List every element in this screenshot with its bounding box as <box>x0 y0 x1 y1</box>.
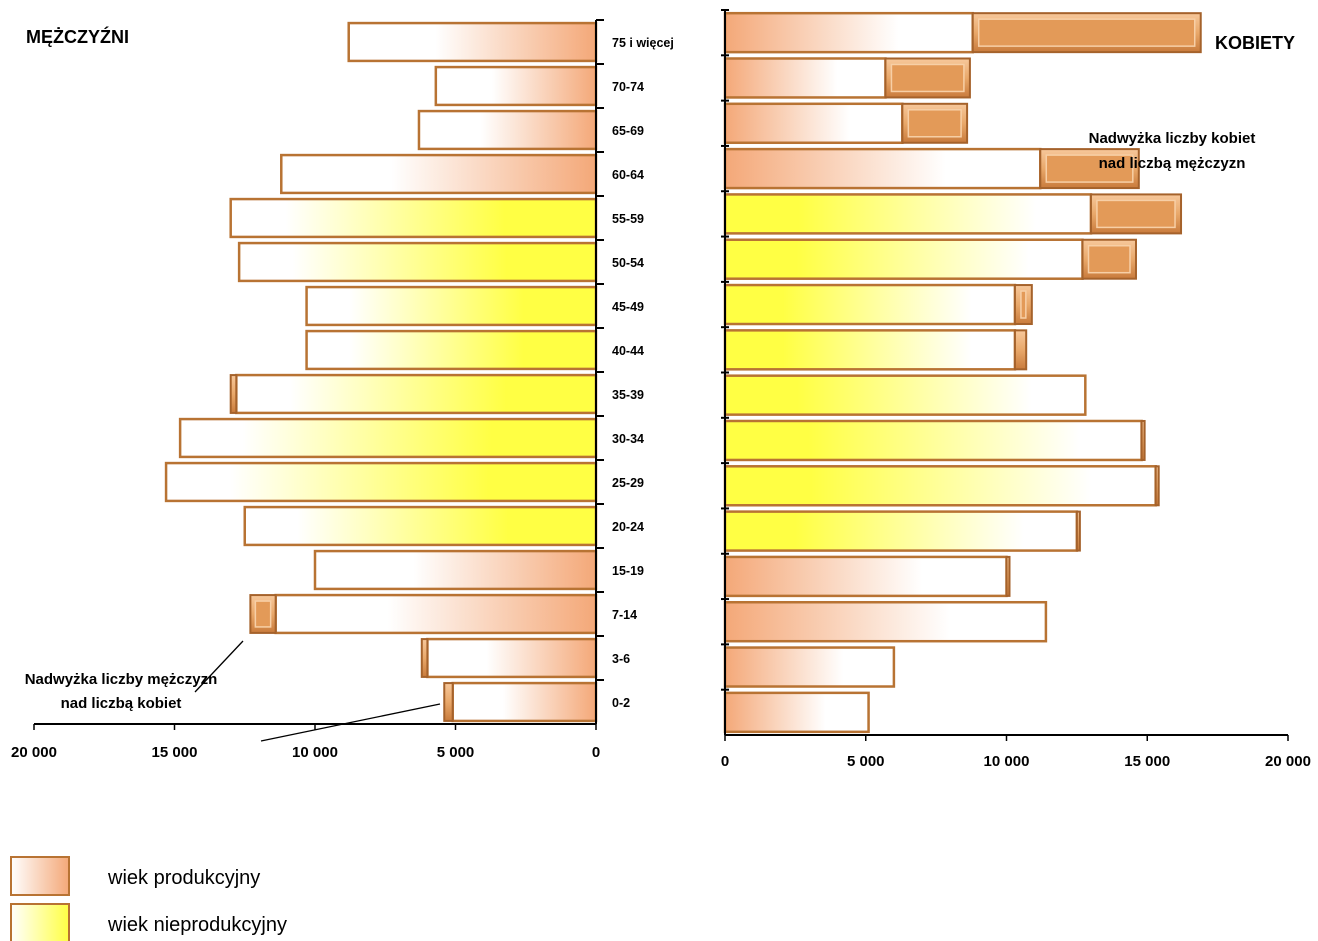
male-bar-7-14 <box>274 593 598 635</box>
female-surplus-20-24 <box>1075 510 1081 552</box>
female-bar-15-19 <box>723 555 1008 598</box>
male-bar-3-6 <box>426 637 598 679</box>
category-label-35-39: 35-39 <box>612 388 644 402</box>
female-surplus-inner-60-64 <box>1045 154 1134 183</box>
male-bar-55-59 <box>229 197 598 239</box>
male-tick-labels: 20 000 15 000 10 000 5 000 0 <box>11 744 600 761</box>
category-label-65-69: 65-69 <box>612 124 644 138</box>
male-tick-label: 5 000 <box>437 744 475 761</box>
male-bar-20-24 <box>243 505 598 547</box>
female-surplus-inner-65-69 <box>907 109 962 138</box>
female-bar-40-44 <box>723 329 1017 371</box>
male-bar-50-54 <box>237 241 598 283</box>
male-bar-0-2 <box>451 681 598 723</box>
female-bar-25-29 <box>723 465 1157 507</box>
male-tick-label: 20 000 <box>11 744 57 761</box>
male-bar-35-39 <box>235 373 598 415</box>
female-bar-45-49 <box>723 283 1017 326</box>
female-panel-label: KOBIETY <box>1215 33 1295 53</box>
male-surplus-35-39 <box>229 374 238 414</box>
female-tick-label: 5 000 <box>847 753 885 770</box>
category-label-75-i-więcej: 75 i więcej <box>612 36 674 50</box>
male-bar-15-19 <box>313 549 598 591</box>
category-label-45-49: 45-49 <box>612 300 644 314</box>
male-bar-70-74 <box>434 65 598 107</box>
male-tick-label: 10 000 <box>292 744 338 761</box>
female-tick-labels: 0 5 000 10 000 15 000 20 000 <box>721 753 1311 770</box>
category-label-55-59: 55-59 <box>612 212 644 226</box>
axes <box>34 10 1288 736</box>
category-label-15-19: 15-19 <box>612 564 644 578</box>
female-bar-70-74 <box>723 57 887 99</box>
male-bar-65-69 <box>417 109 598 151</box>
male-bar-75-i-więcej <box>347 21 598 63</box>
female-tick-label: 0 <box>721 753 729 770</box>
category-label-30-34: 30-34 <box>612 432 644 446</box>
category-label-20-24: 20-24 <box>612 520 644 534</box>
male-tick-label: 0 <box>592 744 600 761</box>
male-bar-25-29 <box>164 461 598 503</box>
female-bar-3-6 <box>723 646 896 688</box>
female-bar-65-69 <box>723 102 904 145</box>
male-bar-60-64 <box>280 153 598 195</box>
female-tick-label: 10 000 <box>984 753 1030 770</box>
male-surplus-inner-7-14 <box>254 600 272 628</box>
female-surplus-inner-45-49 <box>1020 290 1027 319</box>
male-surplus-0-2 <box>443 682 454 722</box>
female-bars <box>723 11 1157 734</box>
category-label-70-74: 70-74 <box>612 80 644 94</box>
male-surplus-annotation-line2: nad liczbą kobiet <box>61 695 182 712</box>
legend-swatch-nonproduction <box>10 903 70 941</box>
female-surplus-inner-50-54 <box>1087 244 1131 274</box>
female-bar-55-59 <box>723 193 1093 235</box>
male-bar-40-44 <box>305 329 598 371</box>
female-bar-75-i-więcej <box>723 11 974 54</box>
legend-swatch-production <box>10 856 70 896</box>
male-bar-30-34 <box>178 417 598 459</box>
female-bar-60-64 <box>723 147 1042 190</box>
female-surplus-25-29 <box>1154 465 1160 507</box>
male-bars <box>164 21 598 723</box>
male-panel-label: MĘŻCZYŹNI <box>26 26 129 47</box>
female-bar-0-2 <box>723 691 870 734</box>
legend-label-nonproduction: wiek nieprodukcyjny <box>107 914 287 936</box>
legend-label-production: wiek produkcyjny <box>107 867 260 889</box>
legend: wiek produkcyjny wiek nieprodukcyjny <box>10 856 287 941</box>
female-surplus-30-34 <box>1140 419 1146 461</box>
female-surplus-annotation-line1: Nadwyżka liczby kobiet <box>1089 130 1256 147</box>
female-surplus-inner-55-59 <box>1096 199 1176 229</box>
male-bar-45-49 <box>305 285 598 327</box>
female-surplus-40-44 <box>1013 329 1028 371</box>
category-labels: 75 i więcej 70-74 65-69 60-64 55-59 50-54 45-4… <box>612 36 674 710</box>
male-tick-label: 15 000 <box>152 744 198 761</box>
tick-marks <box>33 9 1289 741</box>
male-surplus-pointer-7-14 <box>194 640 244 693</box>
category-label-40-44: 40-44 <box>612 344 644 358</box>
male-surplus-annotation-line1: Nadwyżka liczby mężczyzn <box>25 671 218 688</box>
surplus-boxes <box>229 12 1202 722</box>
female-surplus-inner-75-i-więcej <box>977 18 1196 47</box>
male-surplus-pointer-0-2 <box>260 703 441 742</box>
male-surplus-3-6 <box>420 638 429 678</box>
female-bar-50-54 <box>723 238 1084 280</box>
female-tick-label: 15 000 <box>1124 753 1170 770</box>
female-surplus-15-19 <box>1005 555 1011 597</box>
category-label-0-2: 0-2 <box>612 696 630 710</box>
category-label-50-54: 50-54 <box>612 256 644 270</box>
category-label-3-6: 3-6 <box>612 652 630 666</box>
female-bar-7-14 <box>723 600 1048 643</box>
female-bar-35-39 <box>723 374 1087 416</box>
female-surplus-annotation-line2: nad liczbą mężczyzn <box>1099 155 1246 172</box>
female-tick-label: 20 000 <box>1265 753 1311 770</box>
category-label-25-29: 25-29 <box>612 476 644 490</box>
female-bar-30-34 <box>723 419 1143 462</box>
category-label-60-64: 60-64 <box>612 168 644 182</box>
female-surplus-inner-70-74 <box>890 63 965 93</box>
category-label-7-14: 7-14 <box>612 608 637 622</box>
female-bar-20-24 <box>723 510 1079 552</box>
